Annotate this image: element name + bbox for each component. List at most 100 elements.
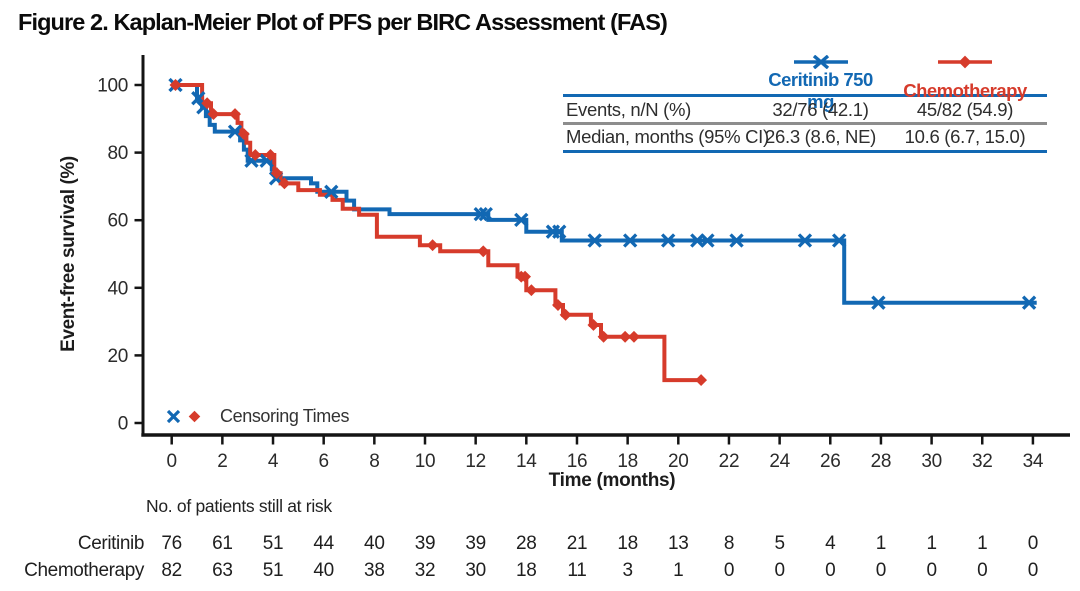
stats-median-ceritinib: 26.3 (8.6, NE) [765, 126, 876, 147]
stats-table: Ceritinib 750 mg Chemotherapy Events, n/… [563, 55, 1047, 153]
risk-count: 1 [977, 533, 988, 554]
censor-mark-diamond [426, 239, 439, 252]
figure-title: Figure 2. Kaplan-Meier Plot of PFS per B… [18, 9, 668, 35]
x-tick-label: 8 [369, 451, 379, 472]
risk-count: 51 [262, 533, 284, 554]
risk-count: 0 [825, 560, 836, 581]
censor-mark-diamond [229, 108, 241, 121]
risk-count: 39 [414, 533, 436, 554]
censoring-legend-label: Censoring Times [220, 406, 350, 426]
risk-count: 61 [212, 533, 233, 554]
y-tick-label: 100 [97, 76, 128, 97]
y-tick-label: 20 [107, 346, 128, 367]
risk-count: 18 [617, 533, 638, 554]
censor-mark-diamond [619, 330, 632, 343]
x-tick-label: 12 [465, 451, 486, 472]
censor-mark-x [871, 295, 886, 310]
risk-count: 0 [926, 560, 937, 581]
risk-count: 1 [926, 533, 937, 554]
risk-count: 0 [1027, 560, 1039, 581]
censor-mark-x [1021, 295, 1037, 310]
risk-count: 0 [875, 560, 887, 581]
risk-count: 76 [161, 533, 182, 554]
x-tick-label: 0 [167, 451, 177, 472]
stats-rule-top [563, 94, 1047, 97]
risk-count: 51 [262, 560, 284, 581]
censor-mark-x [661, 233, 676, 248]
risk-count: 32 [414, 560, 436, 581]
risk-count: 40 [313, 560, 334, 581]
censor-mark-x [324, 184, 339, 199]
stats-legend-markers [563, 55, 1047, 69]
stats-row-events: Events, n/N (%) 32/76 (42.1) 45/82 (54.9… [563, 97, 1047, 122]
censor-mark-diamond [201, 97, 214, 110]
x-tick-label: 30 [921, 451, 942, 472]
risk-count: 0 [977, 560, 988, 581]
censor-mark-x [473, 206, 488, 222]
risk-count: 82 [161, 560, 182, 581]
censor-mark-x [623, 233, 638, 248]
stats-row-median: Median, months (95% CI) 26.3 (8.6, NE) 1… [563, 125, 1047, 150]
risk-count: 3 [622, 560, 633, 581]
risk-table-title: No. of patients still at risk [146, 496, 332, 516]
censor-mark-x [227, 124, 243, 139]
risk-count: 28 [516, 533, 537, 554]
ceritinib-legend-marker-icon [758, 55, 883, 69]
risk-count: 0 [774, 560, 785, 581]
risk-count: 40 [364, 533, 385, 554]
x-tick-label: 14 [516, 451, 537, 472]
x-tick-label: 24 [769, 451, 790, 472]
censor-mark-x [587, 233, 602, 248]
risk-count: 39 [465, 533, 486, 554]
x-tick-label: 16 [567, 451, 588, 472]
stats-events-chemotherapy: 45/82 (54.9) [916, 98, 1014, 120]
x-tick-label: 10 [415, 451, 436, 472]
stats-row-label: Events, n/N (%) [566, 98, 692, 120]
y-tick-label: 60 [107, 211, 128, 232]
censor-x-icon [166, 409, 181, 424]
risk-row-chemotherapy: Chemotherapy 82 63 51 40 38 32 30 18 11 3 1 0 0 0 0 0 0 0 [0, 560, 1080, 582]
risk-count: 11 [567, 560, 587, 581]
censor-mark-x [729, 233, 744, 248]
x-tick-label: 28 [871, 451, 892, 472]
risk-count: 4 [825, 533, 836, 554]
y-tick-label: 40 [107, 278, 128, 299]
risk-count: 13 [668, 533, 689, 554]
stats-row-label: Median, months (95% CI) [566, 126, 769, 147]
risk-count: 5 [774, 533, 785, 554]
censor-mark-x [797, 233, 813, 248]
stats-median-chemotherapy: 10.6 (6.7, 15.0) [904, 126, 1026, 147]
chemotherapy-legend-marker-icon [883, 55, 1047, 69]
risk-count: 0 [1027, 533, 1039, 554]
y-axis-title: Event-free survival (%) [58, 156, 79, 352]
x-tick-label: 20 [668, 451, 689, 472]
censor-mark-x [514, 212, 529, 228]
risk-count: 0 [723, 560, 735, 581]
x-axis-title: Time (months) [548, 470, 676, 491]
x-tick-label: 34 [1023, 451, 1044, 472]
censor-mark-diamond [237, 128, 250, 140]
risk-count: 63 [212, 560, 233, 581]
stats-events-ceritinib: 32/76 (42.1) [772, 98, 869, 120]
x-tick-label: 6 [319, 451, 329, 472]
y-tick-label: 80 [107, 143, 128, 164]
risk-count: 8 [723, 533, 735, 554]
censor-mark-diamond [169, 79, 182, 91]
risk-row-label: Chemotherapy [24, 560, 144, 581]
stats-col-ceritinib: Ceritinib 750 mg [768, 69, 873, 112]
y-tick-label: 0 [118, 414, 128, 435]
censor-mark-diamond [597, 330, 610, 343]
x-tick-label: 4 [268, 451, 279, 472]
censor-mark-diamond [249, 149, 262, 161]
censor-mark-diamond [628, 330, 640, 343]
censor-mark-x [552, 224, 567, 239]
censor-diamond-icon [188, 410, 201, 423]
risk-count: 21 [566, 533, 588, 554]
x-tick-label: 26 [820, 451, 841, 472]
risk-count: 30 [465, 560, 486, 581]
risk-count: 44 [313, 533, 334, 554]
stats-rule-middle [563, 122, 1047, 125]
censor-mark-x [700, 233, 715, 248]
